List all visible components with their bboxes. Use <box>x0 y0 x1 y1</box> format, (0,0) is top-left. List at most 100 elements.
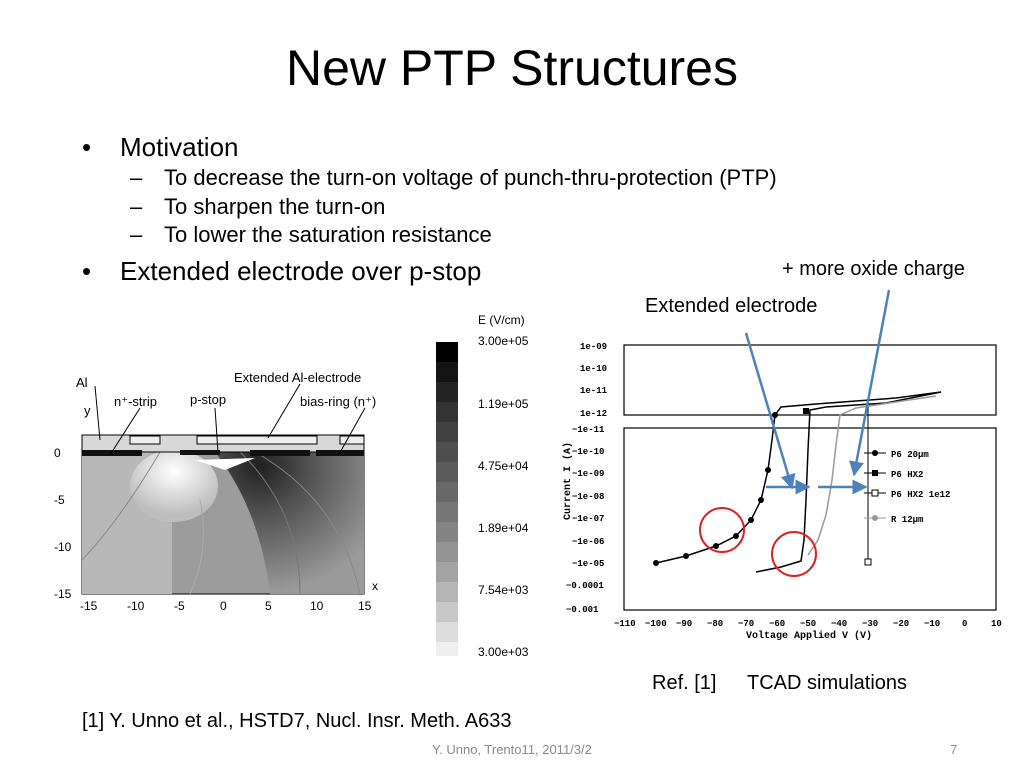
series-p6-20um-markers <box>653 412 778 566</box>
swatch <box>436 442 458 462</box>
colorbar-tick: 7.54e+03 <box>478 583 529 597</box>
p-stop-pointer <box>214 407 219 453</box>
y-tick: -5 <box>54 493 65 507</box>
marker <box>772 412 778 418</box>
arrow-oxide-charge <box>849 289 891 477</box>
label-n-strip: n⁺-strip <box>114 394 157 409</box>
x-tick: −70 <box>738 619 754 629</box>
field-peak <box>195 458 255 470</box>
colorbar-tick: 4.75e+04 <box>478 459 529 473</box>
tcad-label: TCAD simulations <box>747 672 908 694</box>
swatch <box>436 382 458 402</box>
n-strip-implant <box>82 450 142 456</box>
p-stop-implant <box>180 450 220 455</box>
legend-marker <box>872 470 878 476</box>
swatch <box>436 622 458 642</box>
swatch <box>436 342 458 362</box>
colorbar-title: E (V/cm) <box>478 313 525 327</box>
legend-entry: P6 HX2 1e12 <box>891 490 950 500</box>
subbullet-3: – To lower the saturation resistance <box>130 221 492 249</box>
highlight-circle <box>699 507 745 553</box>
swatch <box>436 542 458 562</box>
series-p6-20um <box>655 391 942 564</box>
extended-al-electrode <box>196 435 318 445</box>
lower-panel-frame <box>623 427 997 611</box>
swatch <box>436 402 458 422</box>
swatch <box>436 482 458 502</box>
ref-label: Ref. [1] <box>652 672 717 694</box>
contour-line <box>254 451 361 595</box>
marker <box>713 543 719 549</box>
x-tick: 15 <box>358 599 372 613</box>
x-tick: 10 <box>991 619 1002 629</box>
x-tick: -5 <box>174 599 185 613</box>
label-bias-ring: bias-ring (n⁺) <box>300 394 376 409</box>
x-tick: -15 <box>80 599 98 613</box>
x-tick: −60 <box>769 619 785 629</box>
series-p6-hx2-marker <box>803 408 809 414</box>
swatch <box>436 502 458 522</box>
cross-section-figure: Al y n⁺-strip p-stop Extended Al-electro… <box>54 370 378 613</box>
contour-line <box>81 451 161 561</box>
x-tick: −40 <box>831 619 847 629</box>
subbullet-2: – To sharpen the turn-on <box>130 193 386 221</box>
x-tick: −90 <box>676 619 692 629</box>
x-tick: −110 <box>614 619 636 629</box>
legend-marker <box>871 489 879 497</box>
y-tick: -15 <box>54 587 72 601</box>
subbullet-text: To lower the saturation resistance <box>164 222 492 247</box>
reference: [1] Y. Unno et al., HSTD7, Nucl. Insr. M… <box>82 710 512 732</box>
x-axis-label: Voltage Applied V (V) <box>746 630 872 642</box>
bullet-marker: • <box>82 256 92 286</box>
y-tick-lower: −0.0001 <box>566 581 604 591</box>
colorbar: E (V/cm) 3.00e+05 1.19e+05 4.75e+04 1.89… <box>436 313 529 659</box>
legend-marker <box>872 450 878 456</box>
colorbar-tick: 1.19e+05 <box>478 397 529 411</box>
page-number: 7 <box>950 742 958 757</box>
y-tick-upper: 1e-09 <box>580 342 607 352</box>
extended-electrode-pointer <box>267 383 301 439</box>
x-tick: 10 <box>310 599 324 613</box>
subbullet-1: – To decrease the turn-on voltage of pun… <box>130 164 777 192</box>
label-y-axis: y <box>84 403 91 418</box>
bias-ring-pad <box>339 435 365 445</box>
y-tick-upper: 1e-11 <box>580 386 608 396</box>
colorbar-swatches <box>436 342 458 656</box>
surface-layer <box>250 450 310 456</box>
legend-entry: P6 HX2 <box>891 470 923 480</box>
y-tick-upper: 1e-10 <box>580 364 607 374</box>
swatch <box>436 562 458 582</box>
slide-title: New PTP Structures <box>285 40 738 96</box>
dash-marker: – <box>130 222 143 247</box>
label-extended-al: Extended Al-electrode <box>234 370 361 385</box>
subbullet-text: To decrease the turn-on voltage of punch… <box>164 165 777 190</box>
bullet-text: Motivation <box>120 132 239 162</box>
bias-ring-pointer <box>337 407 366 457</box>
subbullet-text: To sharpen the turn-on <box>164 194 386 219</box>
highlight-circle <box>771 531 817 577</box>
legend-entry: P6 20μm <box>891 450 929 460</box>
series-p6-hx2-1e12-marker <box>864 558 872 566</box>
y-tick-lower: −0.001 <box>566 605 599 615</box>
bullet-text: Extended electrode over p-stop <box>120 256 482 286</box>
marker <box>683 553 689 559</box>
label-p-stop: p-stop <box>190 392 226 407</box>
y-tick-lower: −1e-05 <box>572 559 604 569</box>
series-p6-hx2 <box>755 391 942 573</box>
legend-entry: R 12μm <box>891 515 924 525</box>
x-tick: −100 <box>645 619 667 629</box>
y-tick-lower: −1e-06 <box>572 537 604 547</box>
field-hotspot <box>130 450 218 522</box>
annotation-oxide-charge: + more oxide charge <box>782 258 965 280</box>
legend: P6 20μm P6 HX2 P6 HX2 1e12 R 12μm <box>864 450 950 525</box>
colorbar-tick: 3.00e+05 <box>478 334 529 348</box>
y-tick: -10 <box>54 540 72 554</box>
x-tick: 5 <box>265 599 272 613</box>
label-x-axis: x <box>372 579 378 593</box>
y-tick-lower: −1e-11 <box>572 425 605 435</box>
swatch <box>436 642 458 656</box>
series-r-12um <box>807 395 937 556</box>
y-tick-lower: −1e-10 <box>572 447 604 457</box>
arrow-extended-electrode <box>744 332 796 490</box>
x-tick: −10 <box>924 619 940 629</box>
